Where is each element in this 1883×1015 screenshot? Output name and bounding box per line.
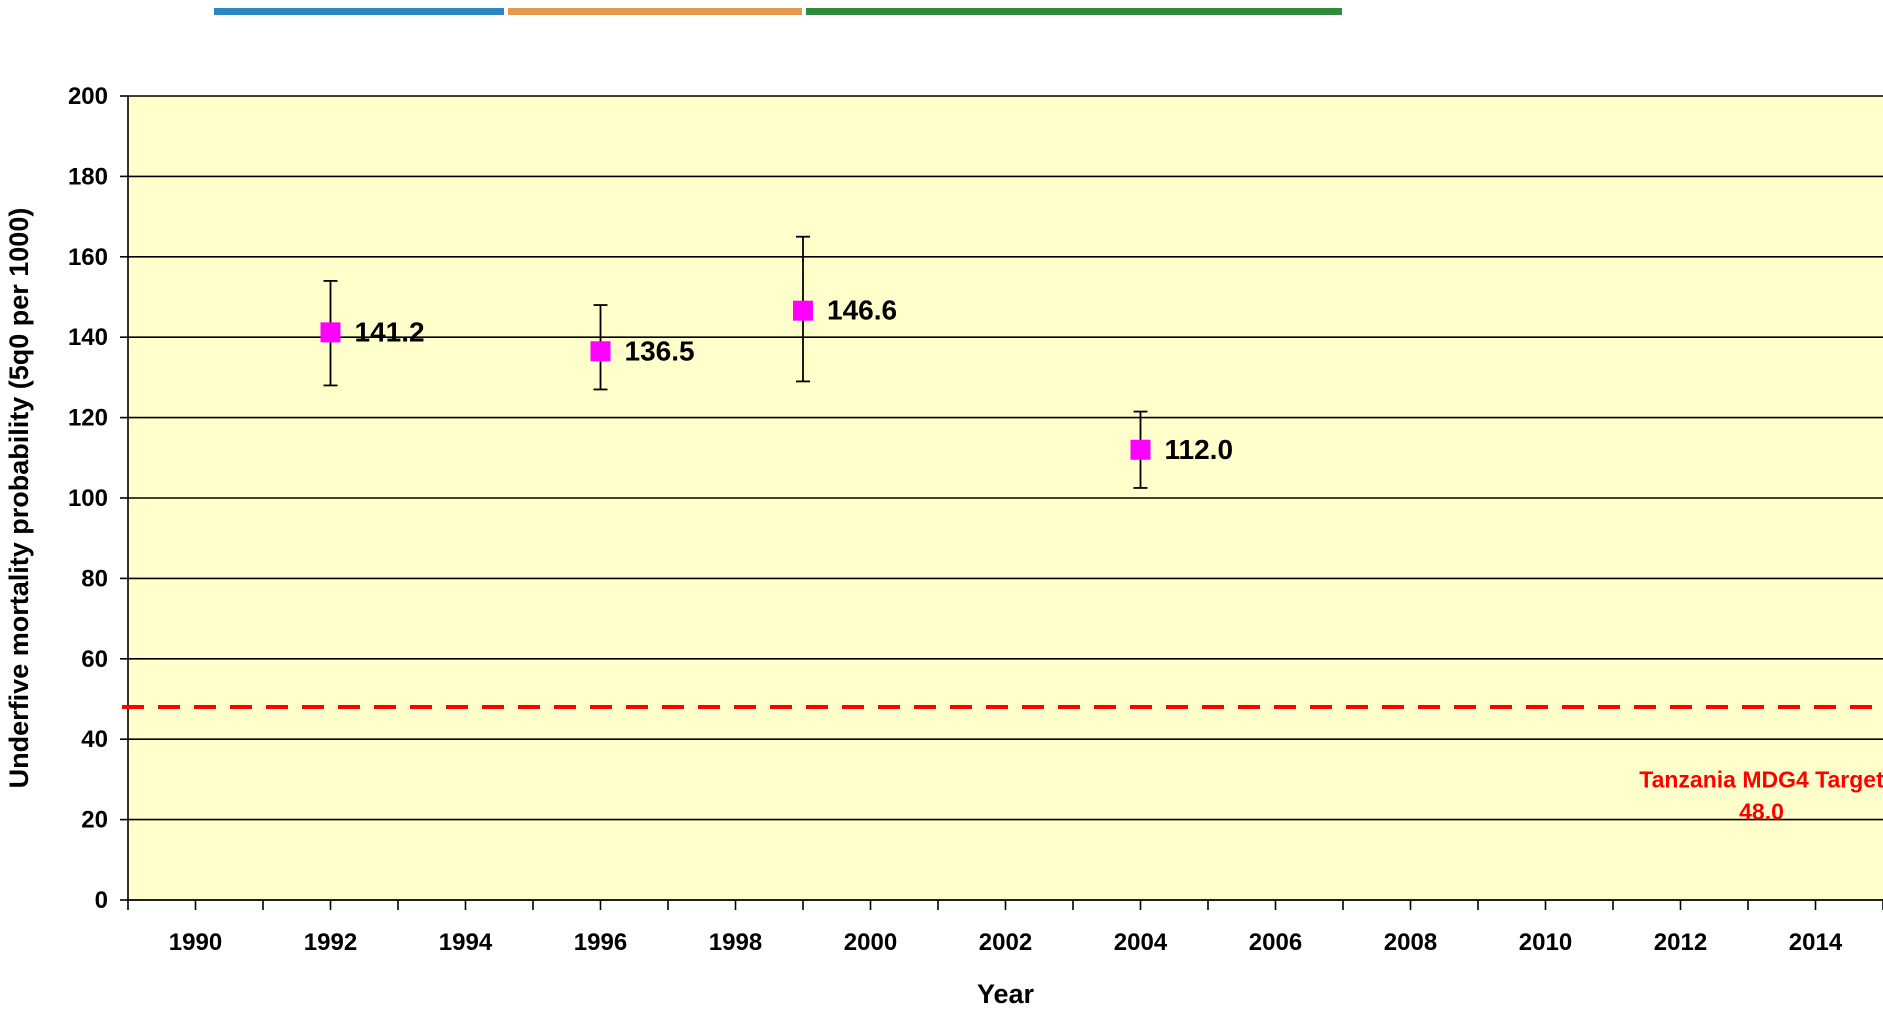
- y-tick-label-100: 100: [68, 485, 108, 512]
- x-tick-label-2010: 2010: [1519, 929, 1572, 956]
- marker-2004: [1130, 439, 1151, 460]
- x-axis-title: Year: [977, 979, 1035, 1009]
- x-tick-label-2000: 2000: [844, 929, 897, 956]
- data-point-1999: 146.6: [793, 235, 897, 383]
- header-color-banner: [214, 8, 1342, 15]
- y-axis-title: Underfive mortality probability (5q0 per…: [4, 208, 34, 789]
- x-tick-label-2008: 2008: [1384, 929, 1437, 956]
- marker-1999: [793, 300, 813, 321]
- data-points: 141.2 136.5 146.6 112.0: [320, 235, 1234, 489]
- x-tick-label-1998: 1998: [709, 929, 762, 956]
- x-tick-label-2006: 2006: [1249, 929, 1302, 956]
- y-tick-label-60: 60: [81, 646, 108, 673]
- target-label-value: 48.0: [1739, 799, 1784, 825]
- y-tick-label-20: 20: [81, 807, 108, 834]
- x-tick-label-1994: 1994: [439, 929, 493, 956]
- banner-segment-orange: [508, 8, 802, 15]
- marker-1992: [320, 322, 341, 343]
- y-tick-label-180: 180: [68, 163, 108, 190]
- x-tick-label-1992: 1992: [304, 929, 357, 956]
- data-label-2004: 112.0: [1165, 434, 1234, 465]
- y-tick-label-200: 200: [68, 83, 108, 110]
- banner-segment-blue: [214, 8, 504, 15]
- data-point-2004: 112.0: [1130, 410, 1234, 489]
- data-label-1999: 146.6: [827, 295, 897, 326]
- x-tick-label-2014: 2014: [1789, 929, 1843, 956]
- axes: 0 20 40 60 80 100 120 140 160 180 200 1990 1992 1994 1…: [68, 83, 1883, 956]
- y-tick-label-80: 80: [81, 565, 108, 592]
- x-tick-label-1996: 1996: [574, 929, 627, 956]
- marker-1996: [590, 341, 611, 362]
- data-point-1996: 136.5: [590, 304, 695, 391]
- data-label-1996: 136.5: [625, 335, 695, 366]
- y-tick-label-40: 40: [81, 726, 108, 753]
- y-tick-label-120: 120: [68, 405, 108, 432]
- y-tick-label-0: 0: [95, 887, 108, 914]
- banner-segment-green: [806, 8, 1342, 15]
- x-tick-label-2002: 2002: [979, 929, 1032, 956]
- y-tick-label-140: 140: [68, 324, 108, 351]
- x-tick-label-2004: 2004: [1114, 929, 1168, 956]
- data-label-1992: 141.2: [355, 316, 425, 347]
- x-tick-label-2012: 2012: [1654, 929, 1707, 956]
- target-label-title: Tanzania MDG4 Target: [1639, 766, 1883, 792]
- y-tick-label-160: 160: [68, 244, 108, 271]
- x-tick-label-1990: 1990: [169, 929, 222, 956]
- data-point-1992: 141.2: [320, 280, 425, 387]
